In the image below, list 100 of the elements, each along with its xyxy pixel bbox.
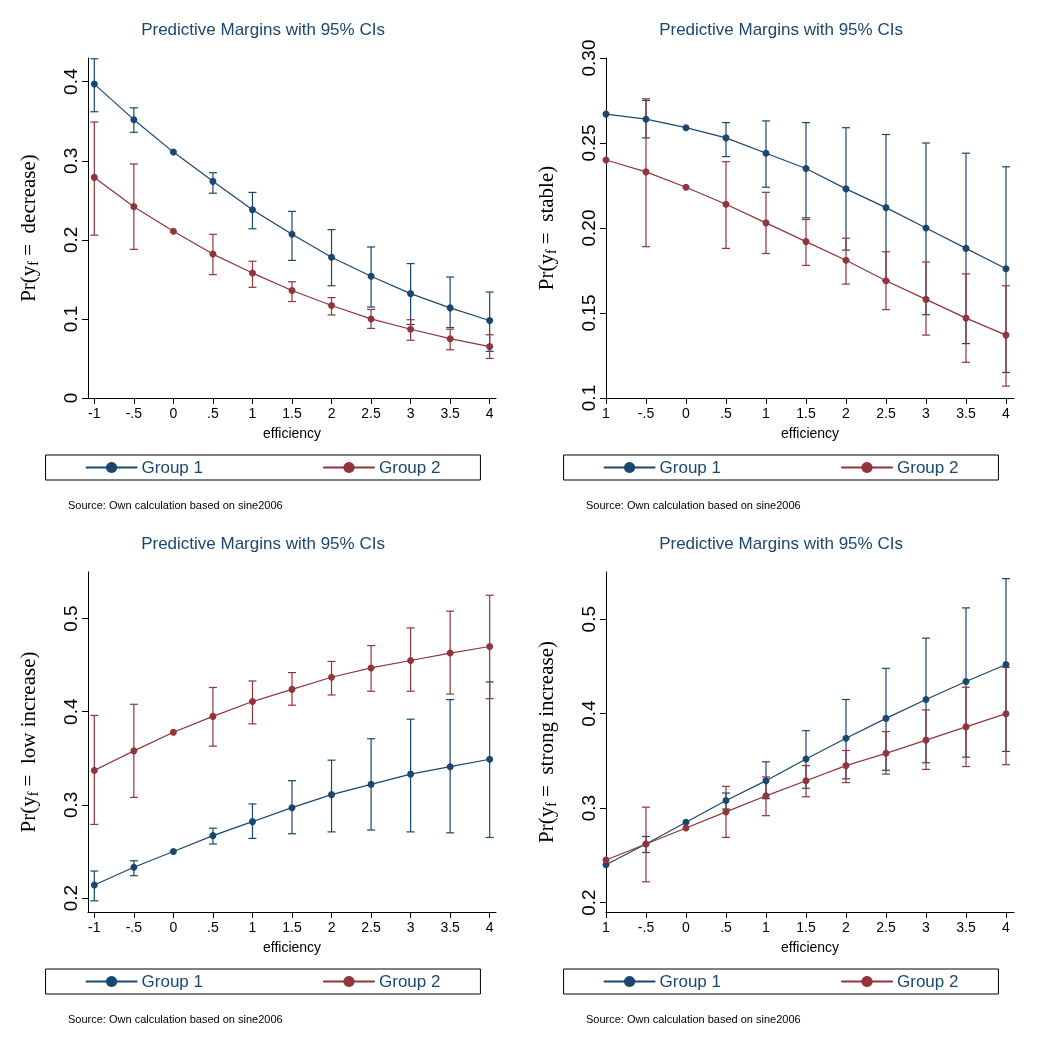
point: [682, 124, 690, 132]
point: [802, 777, 810, 785]
x-tick-label: 1: [248, 405, 257, 421]
point: [922, 295, 930, 303]
point: [328, 673, 336, 681]
point: [882, 714, 890, 722]
point: [248, 697, 256, 705]
point: [842, 762, 850, 770]
x-tick-label: 2: [327, 405, 336, 421]
x-tick-label: .5: [207, 919, 219, 935]
x-tick-label: .5: [720, 405, 733, 421]
y-tick-label: 0.15: [578, 294, 599, 332]
point: [130, 203, 138, 211]
x-tick-label: 0: [169, 919, 178, 935]
point: [288, 685, 296, 693]
x-tick-label: 1: [762, 405, 771, 421]
x-axis-title: efficiency: [262, 425, 322, 441]
y-tick-label: 0: [60, 392, 81, 404]
x-tick-label: -.5: [637, 405, 655, 421]
point: [130, 747, 138, 755]
point: [446, 304, 454, 312]
point: [288, 804, 296, 812]
x-tick-label: 0: [682, 919, 691, 935]
point: [288, 230, 296, 238]
source-note: Source: Own calculation based on sine2006: [586, 1012, 801, 1025]
x-tick-label: 3.5: [440, 919, 461, 935]
x-tick-label: 2.5: [361, 919, 382, 935]
y-axis-title: Pr(yf = decrease): [16, 154, 41, 302]
point: [1002, 265, 1010, 273]
y-tick-label: 0.2: [60, 226, 81, 254]
x-tick-label: 1: [602, 405, 611, 421]
x-axis-title: efficiency: [780, 939, 840, 955]
source-note: Source: Own calculation based on sine2006: [586, 498, 801, 511]
y-tick-label: 0.3: [578, 794, 599, 822]
chart-title: Predictive Margins with 95% CIs: [141, 534, 385, 553]
point: [130, 116, 138, 124]
point: [802, 238, 810, 246]
point: [882, 749, 890, 757]
point: [328, 301, 336, 309]
point: [130, 863, 138, 871]
point: [90, 80, 98, 88]
x-tick-label: -1: [88, 405, 101, 421]
point: [407, 770, 415, 778]
point: [328, 791, 336, 799]
point: [842, 734, 850, 742]
x-tick-label: 3.5: [440, 405, 461, 421]
x-tick-label: 2: [842, 405, 851, 421]
point: [1002, 661, 1010, 669]
y-tick-label: 0.4: [60, 68, 81, 95]
x-tick-label: 4: [1002, 405, 1011, 421]
x-tick-label: 2.5: [361, 405, 382, 421]
point: [962, 678, 970, 686]
point: [722, 797, 730, 805]
y-tick-label: 0.1: [60, 305, 81, 333]
point: [288, 286, 296, 294]
legend-label: Group 1: [659, 458, 722, 477]
x-tick-label: 1.5: [796, 919, 816, 935]
y-axis-title: Pr(yf = low increase): [16, 651, 41, 833]
point: [90, 766, 98, 774]
source-note: Source: Own calculation based on sine2006: [68, 1012, 283, 1025]
point: [962, 244, 970, 252]
point: [209, 832, 217, 840]
point: [169, 847, 177, 855]
y-tick-label: 0.4: [578, 700, 599, 727]
point: [1002, 710, 1010, 718]
y-tick-label: 0.5: [60, 605, 81, 632]
point: [486, 343, 494, 351]
chart-title: Predictive Margins with 95% CIs: [141, 20, 385, 39]
legend-label: Group 1: [141, 972, 204, 991]
legend-label: Group 2: [379, 972, 441, 991]
x-axis-title: efficiency: [780, 425, 840, 441]
x-tick-label: 2.5: [876, 919, 896, 935]
x-tick-label: 2: [842, 919, 851, 935]
point: [842, 256, 850, 264]
y-tick-label: 0.3: [60, 147, 81, 174]
x-tick-label: 3: [922, 405, 931, 421]
x-axis-title: efficiency: [262, 939, 322, 955]
point: [90, 881, 98, 889]
legend-label: Group 2: [897, 972, 959, 991]
point: [169, 148, 177, 156]
point: [248, 269, 256, 277]
x-tick-label: .5: [720, 919, 733, 935]
x-tick-label: 2: [327, 919, 336, 935]
y-axis-title: Pr(yf = strong increase): [534, 641, 559, 843]
x-tick-label: 1.5: [796, 405, 816, 421]
y-tick-label: 0.1: [578, 384, 599, 412]
point: [169, 227, 177, 235]
point: [762, 777, 770, 785]
point: [682, 183, 690, 191]
x-tick-label: 1.5: [282, 919, 302, 935]
point: [248, 818, 256, 826]
point: [762, 792, 770, 800]
x-tick-label: -.5: [125, 405, 143, 421]
point: [248, 206, 256, 214]
point: [922, 696, 930, 703]
point: [486, 643, 494, 651]
x-tick-label: 3: [406, 919, 415, 935]
y-tick-label: 0.4: [60, 698, 81, 725]
x-tick-label: -.5: [637, 919, 655, 935]
y-tick-label: 0.25: [578, 124, 599, 162]
